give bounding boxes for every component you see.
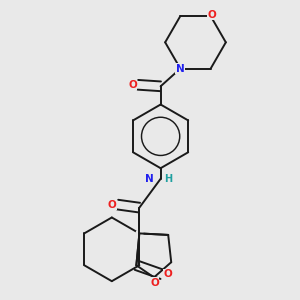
Text: N: N (145, 174, 154, 184)
Text: O: O (150, 278, 159, 288)
Text: O: O (108, 200, 116, 210)
Text: N: N (176, 64, 185, 74)
Text: H: H (164, 174, 172, 184)
Text: O: O (128, 80, 137, 90)
Text: O: O (208, 10, 217, 20)
Text: O: O (163, 269, 172, 279)
